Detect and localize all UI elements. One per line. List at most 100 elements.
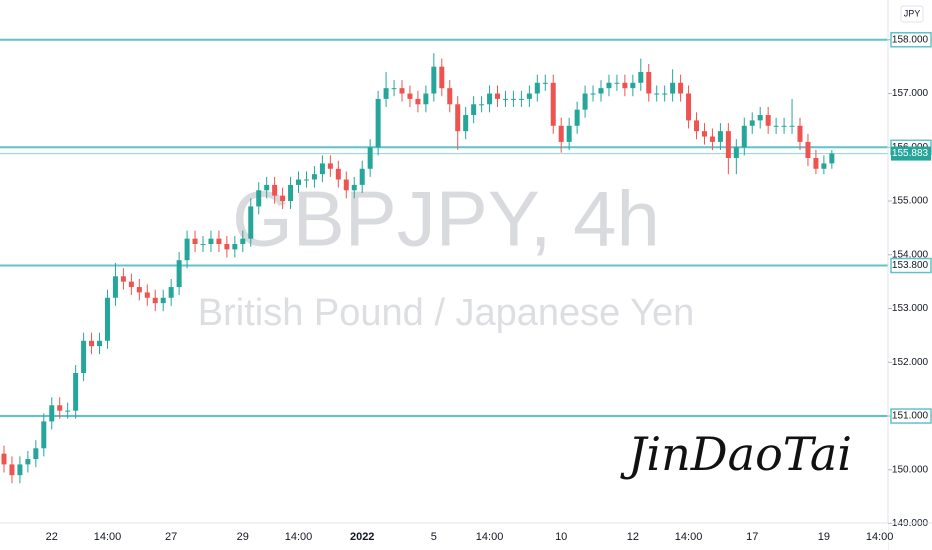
candle-body	[487, 93, 493, 105]
candle-body	[399, 88, 405, 94]
candle-body	[749, 120, 755, 126]
candle-body	[582, 93, 588, 110]
watermark-subtitle: British Pound / Japanese Yen	[198, 292, 695, 334]
candle-body	[558, 125, 564, 142]
currency-box	[900, 5, 924, 23]
candle-body	[510, 98, 516, 100]
candle-body	[200, 244, 206, 246]
candle-body	[415, 98, 421, 105]
candle-body	[104, 297, 110, 341]
candle-body	[550, 82, 556, 126]
x-tick-label: 14:00	[866, 531, 894, 543]
level-label-box	[890, 32, 932, 48]
candle-body	[272, 184, 278, 196]
candle-body	[741, 125, 747, 148]
x-tick-label: 10	[555, 531, 567, 543]
candle-body	[534, 82, 540, 94]
candle-body	[57, 405, 63, 411]
candle-body	[168, 287, 174, 298]
x-tick-label: 14:00	[94, 531, 122, 543]
candle-body	[431, 66, 437, 94]
price-axis	[888, 0, 932, 550]
time-axis	[0, 523, 888, 550]
level-label: 151.000	[892, 411, 929, 422]
candle-body	[49, 405, 55, 422]
candle-body	[280, 195, 286, 202]
x-tick-label: 5	[431, 531, 437, 543]
candle-body	[232, 244, 238, 250]
y-tick-label: 149.000	[892, 518, 929, 529]
x-tick-label: 2022	[350, 531, 374, 543]
candle-body	[264, 184, 270, 191]
candle-body	[797, 125, 803, 142]
x-tick-label: 14:00	[675, 531, 703, 543]
candle-body	[89, 340, 95, 347]
candle-body	[192, 238, 198, 245]
candle-body	[375, 98, 381, 148]
candle-body	[120, 276, 126, 282]
candle-body	[391, 88, 397, 90]
candle-body	[829, 153, 835, 164]
x-tick-label: 29	[237, 531, 249, 543]
watermark-title: GBPJPY, 4h	[232, 175, 660, 263]
candle-body	[17, 464, 23, 476]
candle-body	[471, 104, 477, 116]
level-label: 153.800	[892, 260, 929, 271]
candle-body	[646, 72, 652, 94]
candle-body	[479, 104, 485, 106]
candle-body	[256, 190, 262, 207]
candle-body	[662, 93, 668, 95]
candle-body	[654, 93, 660, 95]
candle-body	[327, 163, 333, 169]
candle-body	[367, 147, 373, 169]
candle-body	[789, 125, 795, 127]
candle-body	[701, 131, 707, 137]
candle-body	[240, 238, 246, 245]
candle-body	[765, 115, 771, 126]
candle-body	[311, 174, 317, 180]
candle-body	[73, 373, 79, 411]
y-tick-label: 155.000	[892, 196, 929, 207]
x-tick-label: 27	[165, 531, 177, 543]
candle-body	[351, 184, 357, 191]
candle-body	[97, 340, 103, 347]
candle-body	[248, 206, 254, 239]
candle-body	[216, 238, 222, 245]
candle-body	[781, 125, 787, 127]
x-tick-label: 12	[627, 531, 639, 543]
candle-body	[821, 163, 827, 169]
candle-body	[288, 184, 294, 202]
candle-body	[41, 421, 47, 449]
y-tick-label: 152.000	[892, 357, 929, 368]
x-tick-label: 22	[46, 531, 58, 543]
candle-body	[152, 297, 158, 304]
candle-body	[678, 82, 684, 94]
candle-body	[717, 131, 723, 142]
candle-body	[359, 168, 365, 185]
y-tick-label: 150.000	[892, 464, 929, 475]
candle-body	[33, 448, 39, 460]
candle-body	[606, 82, 612, 89]
candle-body	[184, 238, 190, 261]
candle-body	[670, 82, 676, 94]
candle-body	[757, 115, 763, 121]
y-tick-label: 154.000	[892, 249, 929, 260]
candle-body	[598, 88, 604, 94]
candle-body	[686, 93, 692, 121]
candle-body	[590, 93, 596, 95]
candle-body	[128, 281, 134, 288]
candle-body	[805, 141, 811, 159]
candle-body	[733, 147, 739, 159]
y-tick-label: 153.000	[892, 303, 929, 314]
signature: JinDaoTai	[620, 427, 852, 481]
candle-body	[455, 104, 461, 132]
candle-body	[144, 292, 150, 298]
candle-body	[518, 98, 524, 100]
candle-body	[622, 82, 628, 89]
level-label-box	[890, 408, 932, 424]
candle-body	[463, 115, 469, 132]
candle-body	[112, 276, 118, 298]
candle-body	[614, 82, 620, 84]
candle-body	[296, 179, 302, 185]
